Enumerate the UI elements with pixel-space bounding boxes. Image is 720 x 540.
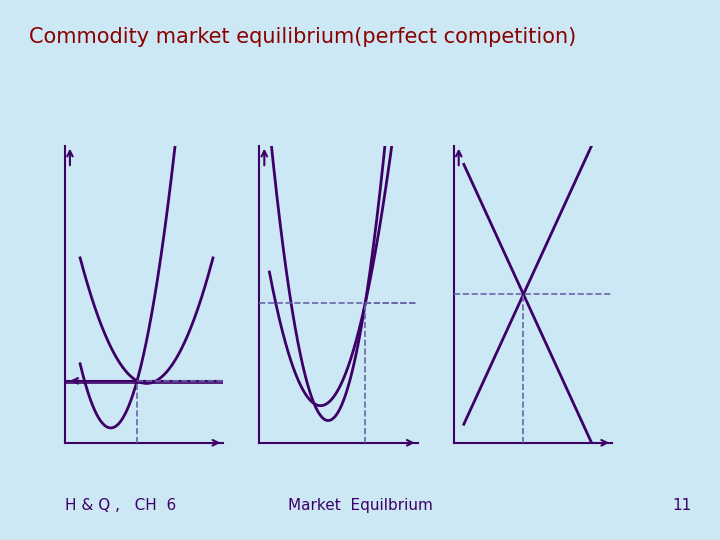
Text: H & Q ,   CH  6: H & Q , CH 6 bbox=[65, 498, 176, 513]
Text: Market  Equilbrium: Market Equilbrium bbox=[287, 498, 433, 513]
Text: 11: 11 bbox=[672, 498, 691, 513]
Text: Commodity market equilibrium(perfect competition): Commodity market equilibrium(perfect com… bbox=[29, 27, 576, 47]
